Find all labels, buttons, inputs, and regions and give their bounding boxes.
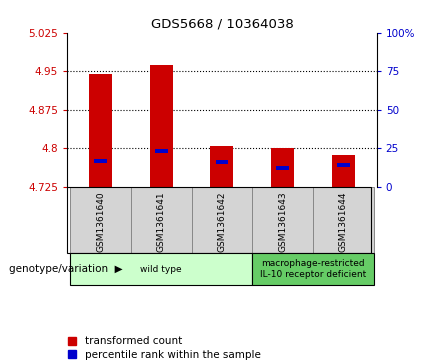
Title: GDS5668 / 10364038: GDS5668 / 10364038 [151, 17, 293, 30]
Text: GSM1361642: GSM1361642 [217, 191, 226, 252]
Bar [313, 187, 374, 253]
Bar [332, 155, 355, 187]
Bar [191, 187, 252, 253]
Bar [210, 146, 233, 187]
Bar [70, 187, 131, 253]
Bar [337, 163, 350, 167]
Text: GSM1361640: GSM1361640 [96, 191, 105, 252]
Text: wild type: wild type [140, 265, 182, 274]
Text: GSM1361641: GSM1361641 [157, 191, 166, 252]
Bar [150, 65, 173, 187]
Bar [70, 253, 252, 285]
Bar [94, 159, 107, 163]
Text: GSM1361644: GSM1361644 [339, 191, 348, 252]
Text: genotype/variation  ▶: genotype/variation ▶ [9, 264, 122, 274]
Bar [276, 166, 289, 170]
Bar [89, 74, 112, 187]
Text: GSM1361643: GSM1361643 [278, 191, 287, 252]
Bar [252, 253, 374, 285]
Bar [155, 149, 168, 153]
Bar [131, 187, 191, 253]
Text: macrophage-restricted
IL-10 receptor deficient: macrophage-restricted IL-10 receptor def… [260, 260, 366, 279]
Bar [216, 160, 228, 164]
Bar [252, 187, 313, 253]
Legend: transformed count, percentile rank within the sample: transformed count, percentile rank withi… [68, 337, 261, 360]
Bar [271, 148, 294, 187]
